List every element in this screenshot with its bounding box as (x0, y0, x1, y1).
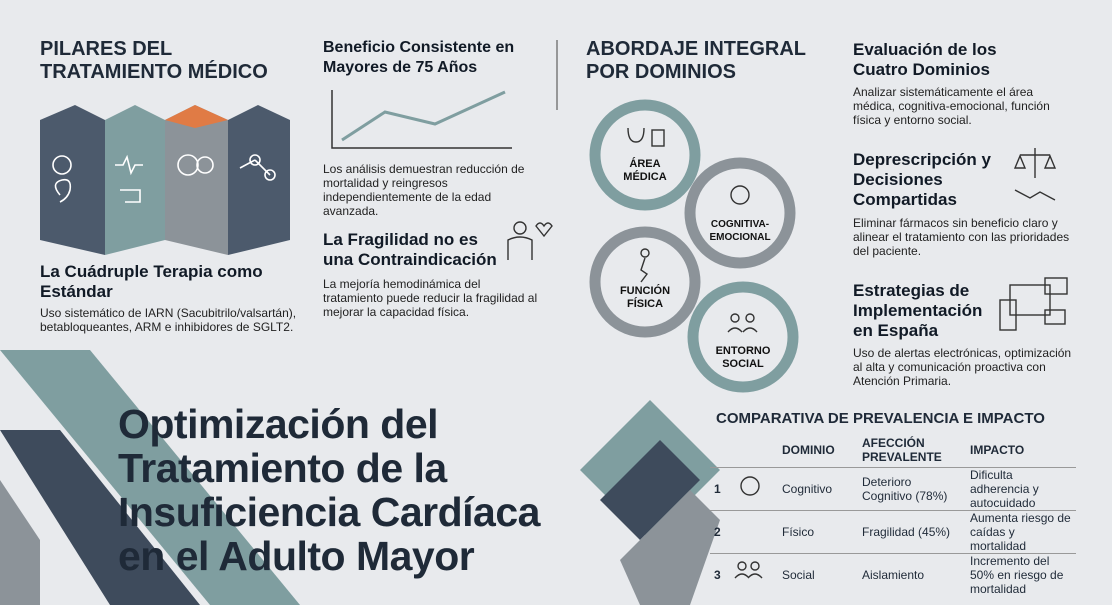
frailty-text: La mejoría hemodinámica del tratamiento … (323, 277, 538, 319)
cell: Fragilidad (45%) (858, 509, 966, 553)
table-row: 2 Físico Fragilidad (45%) Aumenta riesgo de… (710, 509, 1076, 553)
cell: Aislamiento (858, 552, 966, 596)
domain-label: ÁREA MÉDICA (623, 158, 667, 183)
table-header: DOMINIO AFECCIÓN PREVALENTE IMPACTO (710, 433, 1076, 467)
cell: Deterioro Cognitivo (78%) (858, 466, 966, 510)
domain-label: FUNCIÓN FÍSICA (619, 285, 671, 310)
comparison-table: DOMINIO AFECCIÓN PREVALENTE IMPACTO 1 Cog… (710, 433, 1076, 596)
section-title: Evaluación de los Cuatro Dominios (853, 40, 997, 79)
section-text: Analizar sistemáticamente el área médica… (853, 85, 1050, 127)
cell: Social (778, 552, 858, 596)
header-cell: AFECCIÓN PREVALENTE (862, 435, 942, 464)
pillars-title: PILARES DEL TRATAMIENTO MÉDICO (40, 38, 268, 83)
cell: Dificulta adherencia y autocuidado (966, 466, 1076, 510)
benefit-title: Beneficio Consistente en Mayores de 75 A… (323, 39, 515, 76)
header-cell: DOMINIO (782, 442, 835, 457)
section-title: Deprescripción y Decisiones Compartidas (853, 150, 991, 209)
cell: Físico (778, 509, 858, 553)
section-text: Eliminar fármacos sin beneficio claro y … (853, 216, 1070, 258)
benefit-text: Los análisis demuestran reducción de mor… (323, 162, 525, 218)
section-title: Estrategias de Implementación en España (853, 281, 983, 340)
table-row: 3 Social Aislamiento Incremento del 50% en … (710, 552, 1076, 596)
table-row: 1 Cognitivo Deterioro Cognitivo (78%) Dific… (710, 466, 1076, 510)
cell: Aumenta riesgo de caídas y mortalidad (966, 509, 1076, 553)
row-number: 2 (710, 509, 778, 553)
section-text: Uso de alertas electrónicas, optimizació… (853, 346, 1072, 388)
frailty-title: La Fragilidad no es una Contraindicación (323, 230, 497, 269)
approach-title: ABORDAJE INTEGRAL POR DOMINIOS (586, 38, 806, 83)
pillars-subtitle: La Cuádruple Terapia como Estándar (40, 262, 263, 301)
domain-label: ENTORNO SOCIAL (715, 345, 771, 370)
header-cell: IMPACTO (970, 442, 1025, 457)
cell: Incremento del 50% en riesgo de mortalid… (966, 552, 1076, 596)
cell: Cognitivo (778, 466, 858, 510)
pillars-text: Uso sistemático de IARN (Sacubitrilo/val… (40, 306, 297, 334)
domain-label: COGNITIVA-EMOCIONAL (709, 219, 771, 243)
main-title: Optimización del Tratamiento de la Insuf… (118, 401, 540, 579)
row-number: 3 (710, 552, 778, 596)
row-number: 1 (710, 466, 778, 510)
table-title: COMPARATIVA DE PREVALENCIA E IMPACTO (716, 410, 1045, 427)
